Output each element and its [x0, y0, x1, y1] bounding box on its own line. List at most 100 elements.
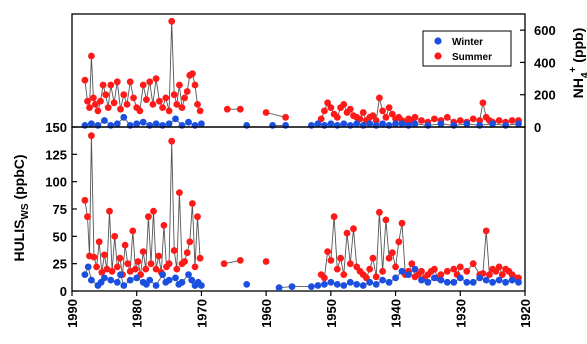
- bottom-winter-point: [117, 271, 124, 278]
- bottom-summer-point: [186, 238, 194, 246]
- bottom-winter-point: [165, 276, 173, 284]
- top-winter-point: [385, 122, 393, 129]
- top-winter-point: [101, 117, 108, 124]
- bottom-y-tick-label: 50: [53, 229, 67, 244]
- top-summer-point: [84, 97, 91, 105]
- bottom-summer-point: [333, 265, 341, 273]
- bottom-summer-point: [142, 265, 150, 273]
- bottom-winter-point: [424, 278, 432, 286]
- bottom-summer-point: [155, 252, 163, 260]
- top-winter-point: [172, 115, 179, 123]
- bottom-winter-point: [418, 276, 425, 284]
- top-winter-point: [359, 122, 367, 129]
- bottom-summer-point: [324, 248, 331, 256]
- top-winter-point: [113, 120, 121, 128]
- top-summer-point: [321, 107, 328, 115]
- bottom-summer-point: [88, 132, 95, 140]
- top-summer-point: [176, 81, 183, 89]
- bottom-summer-point: [463, 267, 471, 275]
- top-winter-point: [243, 122, 251, 129]
- bottom-summer-point: [379, 267, 386, 275]
- top-summer-point: [194, 101, 201, 108]
- top-summer-point: [136, 107, 144, 115]
- top-summer-point: [170, 91, 178, 99]
- top-winter-point: [81, 122, 89, 129]
- bottom-winter-point: [340, 282, 348, 289]
- top-summer-point: [382, 113, 390, 121]
- top-winter-point: [159, 122, 167, 129]
- bottom-summer-point: [340, 271, 348, 278]
- top-winter-point: [424, 122, 432, 129]
- x-tick-label: 1990: [65, 299, 80, 328]
- bottom-summer-point: [486, 271, 493, 278]
- bottom-winter-point: [81, 271, 89, 278]
- bottom-winter-point: [456, 274, 464, 282]
- top-winter-point: [139, 118, 147, 126]
- top-summer-point: [196, 107, 204, 115]
- top-winter-point: [282, 122, 289, 129]
- top-summer-point: [359, 109, 367, 116]
- top-summer-point: [88, 52, 95, 60]
- top-winter-point: [314, 120, 322, 128]
- top-summer-point: [236, 105, 244, 113]
- bottom-winter-point: [288, 283, 296, 290]
- bottom-winter-point: [450, 278, 458, 286]
- bottom-winter-point: [314, 282, 322, 289]
- top-winter-point: [437, 120, 445, 128]
- legend-winter-marker: [434, 37, 442, 45]
- bottom-summer-point: [176, 189, 183, 197]
- top-summer-point: [379, 107, 386, 115]
- bottom-summer-point: [327, 257, 335, 264]
- bottom-summer-point: [139, 248, 147, 256]
- top-summer-point: [431, 115, 438, 123]
- bottom-summer-point: [145, 213, 152, 221]
- bottom-summer-point: [469, 260, 477, 268]
- top-summer-point: [443, 113, 451, 121]
- top-summer-point: [479, 99, 487, 107]
- bottom-winter-point: [159, 271, 167, 278]
- bottom-winter-point: [482, 276, 490, 284]
- top-summer-point: [81, 76, 89, 84]
- top-winter-point: [94, 122, 102, 129]
- bottom-winter-point: [405, 271, 412, 278]
- bottom-summer-point: [93, 263, 100, 271]
- bottom-summer-point: [152, 265, 160, 273]
- top-winter-point: [476, 122, 484, 129]
- top-summer-point: [146, 78, 154, 86]
- bottom-summer-point: [431, 265, 438, 273]
- bottom-winter-point: [443, 278, 451, 286]
- top-panel: 0 200 400 600: [71, 13, 556, 135]
- bottom-summer-point: [121, 241, 129, 249]
- top-summer-point: [262, 109, 270, 116]
- bottom-y-tick-label: 150: [45, 120, 67, 135]
- top-summer-point: [110, 99, 118, 107]
- top-summer-point: [117, 105, 124, 113]
- x-tick-label: 1950: [324, 299, 339, 328]
- top-winter-point: [405, 122, 412, 129]
- bottom-winter-point: [385, 278, 393, 286]
- top-summer-line: [84, 21, 519, 123]
- top-winter-point: [346, 122, 354, 129]
- bottom-winter-point: [515, 278, 522, 286]
- bottom-summer-point: [129, 227, 137, 235]
- top-summer-point: [333, 113, 341, 121]
- bottom-summer-point: [111, 232, 119, 240]
- bottom-summer-point: [103, 265, 111, 273]
- bottom-summer-point: [437, 271, 445, 278]
- bottom-summer-point: [418, 267, 425, 275]
- bottom-summer-point: [124, 260, 132, 268]
- bottom-summer-point: [382, 216, 390, 224]
- bottom-summer-point: [330, 213, 338, 221]
- bottom-summer-point: [181, 258, 189, 265]
- top-winter-point: [185, 118, 192, 126]
- bottom-summer-point: [482, 227, 490, 235]
- top-summer-point: [152, 75, 160, 82]
- top-summer-point: [113, 78, 121, 86]
- bottom-winter-point: [359, 282, 367, 289]
- bottom-winter-point: [366, 278, 374, 286]
- bottom-summer-point: [456, 263, 464, 271]
- bottom-summer-point: [126, 267, 134, 275]
- top-winter-point: [126, 122, 134, 129]
- bottom-winter-point: [185, 271, 192, 278]
- top-summer-point: [456, 117, 464, 124]
